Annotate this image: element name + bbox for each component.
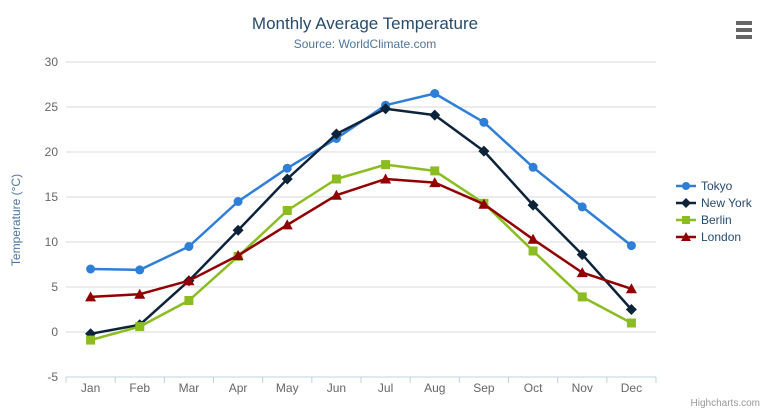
legend-item-london[interactable]: London	[676, 228, 752, 245]
data-point-tokyo-apr[interactable]	[233, 197, 243, 206]
y-axis-label: 15	[45, 190, 59, 204]
data-point-london-jan[interactable]	[85, 291, 97, 302]
y-axis-label: 20	[45, 145, 59, 159]
x-axis-label: Sep	[473, 381, 495, 395]
series-line-new-york[interactable]	[89, 107, 633, 336]
data-point-berlin-feb[interactable]	[135, 322, 145, 332]
context-menu-button[interactable]	[736, 21, 752, 39]
y-axis-label: 25	[45, 100, 59, 114]
y-axis-label: 5	[51, 280, 58, 294]
data-point-new-york-jun[interactable]	[330, 128, 342, 140]
hamburger-menu-icon	[736, 28, 752, 32]
data-point-london-dec[interactable]	[625, 283, 637, 294]
data-point-london-jul[interactable]	[380, 173, 392, 184]
square-legend-marker-icon	[676, 215, 696, 224]
data-point-new-york-apr[interactable]	[232, 224, 244, 236]
legend: Tokyo New York Berlin London	[676, 177, 752, 245]
x-axis-label: Nov	[572, 381, 593, 395]
series-tokyo[interactable]	[86, 89, 636, 275]
x-axis-label: Feb	[129, 381, 150, 395]
y-axis-title: Temperature (°C)	[9, 173, 23, 267]
data-point-london-aug[interactable]	[429, 177, 441, 188]
y-axis-label: 30	[45, 55, 59, 69]
credits-link[interactable]: Highcharts.com	[690, 398, 760, 409]
legend-label: New York	[701, 195, 752, 210]
legend-item-new-york[interactable]: New York	[676, 194, 752, 211]
data-point-london-sep[interactable]	[478, 198, 490, 209]
data-point-new-york-dec[interactable]	[625, 304, 637, 315]
x-axis-label: Jan	[81, 381, 100, 395]
y-axis-label: 10	[45, 235, 59, 249]
data-point-new-york-jul[interactable]	[380, 103, 392, 115]
data-point-berlin-mar[interactable]	[184, 296, 194, 305]
series-line-berlin[interactable]	[89, 163, 633, 342]
data-point-new-york-sep[interactable]	[478, 145, 490, 157]
data-point-tokyo-aug[interactable]	[430, 89, 440, 98]
data-point-new-york-nov[interactable]	[576, 249, 588, 261]
data-point-berlin-jun[interactable]	[331, 174, 341, 184]
series-line-london[interactable]	[89, 177, 633, 299]
legend-item-tokyo[interactable]: Tokyo	[676, 177, 752, 194]
data-point-tokyo-oct[interactable]	[528, 162, 538, 172]
data-point-tokyo-mar[interactable]	[184, 242, 194, 251]
legend-label: Tokyo	[701, 178, 733, 193]
chart-title: Monthly Average Temperature	[251, 14, 479, 33]
data-point-london-apr[interactable]	[232, 250, 244, 260]
y-axis-label: -5	[47, 370, 58, 384]
data-point-berlin-nov[interactable]	[577, 292, 587, 302]
data-point-berlin-jan[interactable]	[86, 335, 96, 345]
x-axis-label: Jul	[378, 381, 393, 395]
x-axis-label: May	[276, 381, 299, 395]
data-point-tokyo-dec[interactable]	[626, 241, 636, 251]
triangle-legend-marker-icon	[676, 231, 696, 241]
data-point-berlin-jul[interactable]	[381, 160, 391, 170]
x-axis-label: Mar	[179, 381, 200, 395]
diamond-legend-marker-icon	[676, 197, 696, 208]
series-line-tokyo[interactable]	[89, 92, 633, 272]
data-point-tokyo-jan[interactable]	[86, 264, 96, 274]
data-point-london-may[interactable]	[281, 219, 293, 230]
data-point-new-york-aug[interactable]	[429, 109, 441, 121]
data-point-tokyo-may[interactable]	[282, 163, 292, 173]
circle-legend-marker-icon	[676, 181, 696, 190]
data-point-tokyo-feb[interactable]	[135, 265, 145, 275]
x-axis-label: Apr	[229, 381, 248, 395]
data-point-london-jun[interactable]	[330, 189, 342, 200]
data-point-berlin-aug[interactable]	[430, 166, 440, 176]
x-axis-label: Dec	[621, 381, 642, 395]
data-point-berlin-dec[interactable]	[626, 318, 636, 328]
data-point-london-oct[interactable]	[527, 233, 539, 244]
y-axis-label: 0	[51, 325, 58, 339]
data-point-berlin-oct[interactable]	[528, 246, 538, 256]
legend-label: Berlin	[701, 212, 732, 227]
x-axis-label: Jun	[327, 381, 346, 395]
data-point-new-york-may[interactable]	[281, 173, 293, 185]
data-point-tokyo-sep[interactable]	[479, 117, 489, 127]
series-new-york[interactable]	[85, 103, 637, 340]
data-point-london-mar[interactable]	[183, 275, 195, 286]
x-axis-label: Oct	[524, 381, 543, 395]
data-point-new-york-oct[interactable]	[527, 199, 539, 211]
hamburger-menu-icon	[736, 21, 752, 25]
legend-item-berlin[interactable]: Berlin	[676, 211, 752, 228]
data-point-london-feb[interactable]	[134, 288, 146, 299]
legend-label: London	[701, 229, 742, 244]
data-point-london-nov[interactable]	[576, 267, 588, 278]
hamburger-menu-icon	[736, 35, 752, 39]
x-axis-label: Aug	[424, 381, 445, 395]
series-london[interactable]	[85, 173, 637, 302]
data-point-berlin-may[interactable]	[282, 206, 292, 215]
chart-subtitle: Source: WorldClimate.com	[293, 37, 437, 51]
data-point-tokyo-nov[interactable]	[577, 202, 587, 212]
